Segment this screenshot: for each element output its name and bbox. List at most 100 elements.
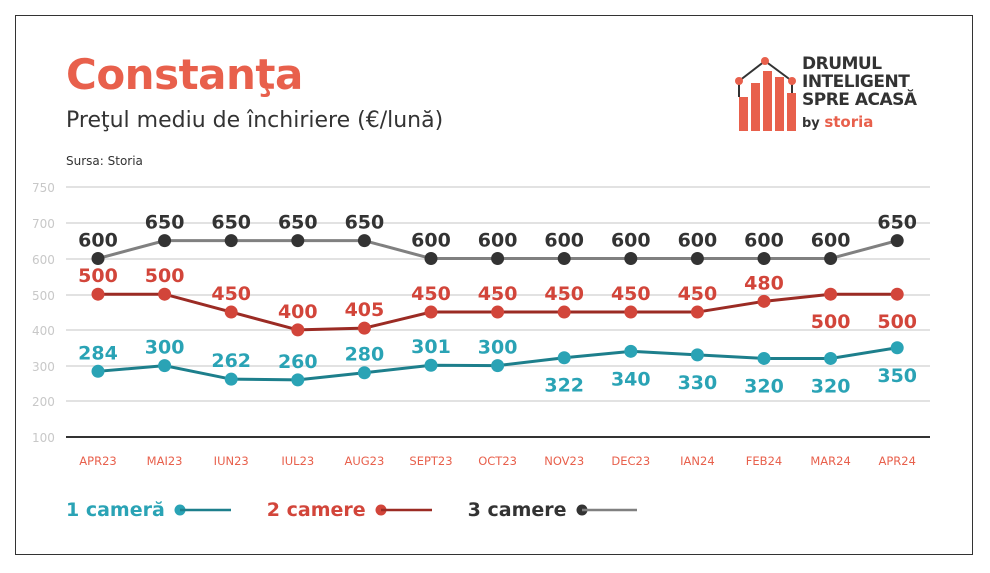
data-label: 300: [145, 337, 185, 359]
x-tick-label: APR23: [79, 454, 116, 468]
data-label: 600: [611, 230, 651, 252]
data-point: [757, 351, 771, 365]
x-tick-label: DEC23: [611, 454, 650, 468]
data-point: [224, 234, 238, 248]
data-point: [491, 359, 505, 373]
data-point: [557, 252, 571, 265]
data-label: 450: [411, 283, 451, 305]
x-tick-label: MAR24: [810, 454, 850, 468]
data-point: [890, 234, 904, 248]
data-point: [424, 252, 438, 265]
data-label: 500: [145, 265, 185, 287]
legend-label: 3 camere: [467, 499, 567, 521]
data-label: 405: [345, 299, 385, 321]
data-label: 650: [877, 212, 917, 234]
chart-subtitle: Preţul mediu de închiriere (€/lună): [66, 108, 444, 133]
x-tick-label: IAN24: [680, 454, 715, 468]
data-label: 350: [877, 365, 917, 387]
data-label: 650: [145, 212, 185, 234]
legend-marker: [576, 504, 637, 516]
y-tick-label: 500: [32, 289, 55, 303]
data-point: [690, 252, 704, 265]
x-tick-label: IUL23: [281, 454, 314, 468]
data-label: 260: [278, 351, 318, 373]
data-point: [424, 358, 438, 372]
source-note: Sursa: Storia: [66, 154, 143, 168]
data-label: 450: [544, 283, 584, 305]
data-label: 600: [678, 230, 718, 252]
data-point: [491, 305, 505, 319]
data-label: 322: [544, 375, 584, 397]
data-point: [357, 321, 371, 335]
legend-marker: [375, 504, 432, 516]
data-label: 500: [811, 311, 851, 333]
data-point: [890, 287, 904, 301]
data-point: [757, 294, 771, 308]
data-point: [291, 323, 305, 337]
data-label: 600: [744, 230, 784, 252]
data-label: 300: [478, 337, 518, 359]
data-point: [624, 252, 638, 265]
logo-brand: by storia: [802, 113, 874, 131]
data-label: 450: [678, 283, 718, 305]
x-tick-label: MAI23: [147, 454, 183, 468]
data-label: 320: [744, 375, 784, 397]
x-tick-label: AUG23: [344, 454, 384, 468]
data-label: 301: [411, 336, 451, 358]
y-tick-label: 400: [32, 324, 55, 338]
data-point: [557, 305, 571, 319]
data-point: [690, 348, 704, 362]
data-label: 320: [811, 375, 851, 397]
legend-label: 2 camere: [266, 499, 366, 521]
data-point: [158, 287, 172, 301]
y-tick-label: 750: [32, 181, 55, 195]
y-tick-label: 600: [32, 253, 55, 267]
page-title: Constanţa: [66, 50, 303, 99]
data-point: [824, 351, 838, 365]
logo-bars-icon: [735, 57, 796, 131]
data-label: 340: [611, 368, 651, 390]
data-label: 400: [278, 301, 318, 323]
x-tick-label: SEPT23: [409, 454, 452, 468]
data-point: [624, 305, 638, 319]
y-tick-label: 100: [32, 431, 55, 445]
legend-item-1-camera: 1 cameră: [66, 499, 233, 521]
data-label: 650: [211, 212, 251, 234]
data-label: 280: [345, 344, 385, 366]
y-tick-label: 200: [32, 395, 55, 409]
x-tick-label: NOV23: [544, 454, 584, 468]
data-label: 330: [678, 372, 718, 394]
data-label: 500: [78, 265, 118, 287]
data-point: [91, 364, 105, 378]
data-point: [91, 287, 105, 301]
data-label: 450: [611, 283, 651, 305]
legend-item-2-camere: 2 camere: [267, 499, 434, 521]
data-point: [224, 372, 238, 386]
data-point: [491, 252, 505, 265]
data-label: 600: [478, 230, 518, 252]
x-tick-label: OCT23: [478, 454, 517, 468]
data-label: 600: [78, 230, 118, 252]
data-point: [624, 344, 638, 358]
data-point: [291, 373, 305, 387]
logo-text: DRUMUL INTELIGENT SPRE ACASĂ: [802, 54, 917, 110]
chart-frame: [15, 15, 973, 555]
data-point: [158, 234, 172, 248]
data-point: [424, 305, 438, 319]
data-label: 650: [278, 212, 318, 234]
x-tick-label: IUN23: [214, 454, 249, 468]
data-label: 650: [345, 212, 385, 234]
data-point: [824, 252, 838, 265]
data-point: [357, 366, 371, 380]
logo: DRUMUL INTELIGENT SPRE ACASĂ by storia: [735, 55, 935, 135]
data-point: [91, 252, 105, 265]
data-point: [357, 234, 371, 248]
data-label: 284: [78, 342, 118, 364]
data-label: 600: [411, 230, 451, 252]
data-point: [757, 252, 771, 265]
legend-label: 1 cameră: [66, 499, 165, 521]
data-point: [557, 351, 571, 365]
y-tick-label: 300: [32, 360, 55, 374]
x-tick-label: FEB24: [746, 454, 782, 468]
x-tick-label: APR24: [878, 454, 915, 468]
